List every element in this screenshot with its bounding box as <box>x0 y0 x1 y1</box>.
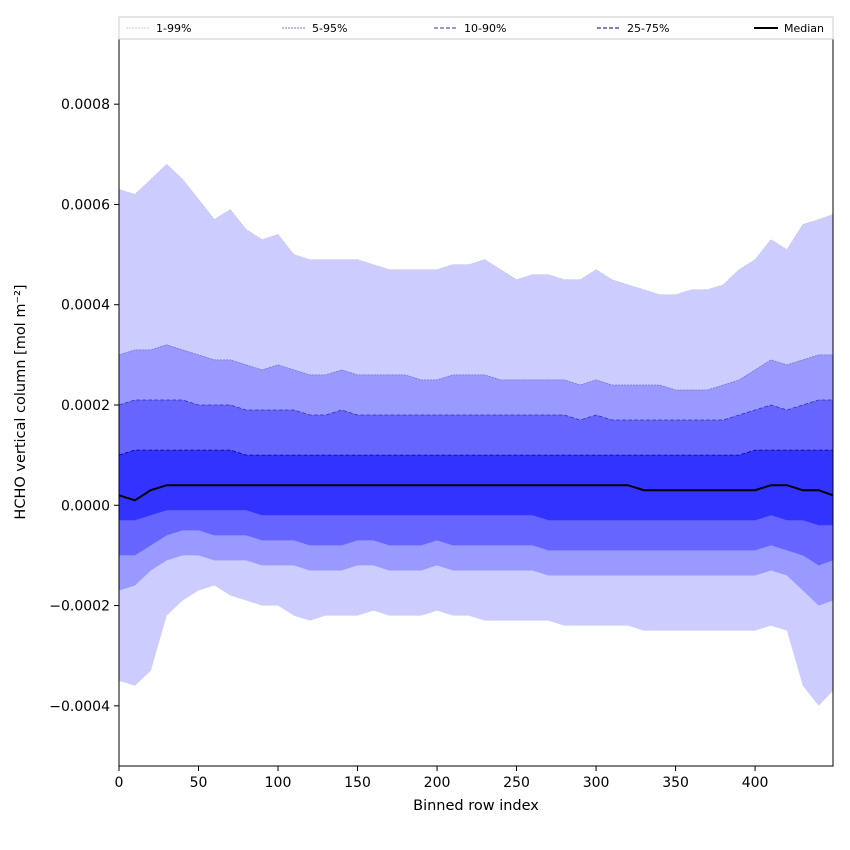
x-tick-label: 350 <box>662 775 689 791</box>
median-series <box>119 484 833 502</box>
x-tick-label: 0 <box>115 775 124 791</box>
legend-label: 25-75% <box>627 22 669 35</box>
x-tick-label: 100 <box>265 775 292 791</box>
percentile-bands <box>119 163 833 706</box>
band-upper-line-5-95pct <box>119 344 833 391</box>
x-tick-label: 250 <box>503 775 530 791</box>
legend: 1-99% 5-95% 10-90% 25-75% Median <box>118 16 834 40</box>
legend-label: 1-99% <box>156 22 191 35</box>
x-tick-label: 400 <box>742 775 769 791</box>
x-axis-label: Binned row index <box>413 798 539 814</box>
y-tick-label: 0.0002 <box>61 398 110 414</box>
y-tick-label: −0.0002 <box>49 599 110 615</box>
x-tick-label: 50 <box>190 775 208 791</box>
band-25-75pct <box>119 450 833 526</box>
x-axis-ticks: 0 50 100 150 200 250 300 350 400 <box>115 766 769 791</box>
band-upper-line-10-90pct <box>119 399 833 421</box>
legend-frame <box>118 16 834 40</box>
band-upper-line-1-99pct <box>119 163 833 296</box>
x-tick-label: 150 <box>344 775 371 791</box>
legend-label: 10-90% <box>464 22 506 35</box>
x-tick-label: 300 <box>583 775 610 791</box>
y-tick-label: 0.0006 <box>61 197 110 213</box>
x-tick-label: 200 <box>424 775 451 791</box>
y-tick-label: 0.0004 <box>61 298 110 314</box>
y-tick-label: 0.0000 <box>61 498 110 514</box>
y-tick-label: −0.0004 <box>49 699 110 715</box>
y-tick-label: 0.0008 <box>61 97 110 113</box>
y-axis-label: HCHO vertical column [mol m⁻²] <box>13 284 29 519</box>
legend-label: 5-95% <box>312 22 347 35</box>
y-axis-ticks: −0.0004 −0.0002 0.0000 0.0002 0.0004 0.0006 0.… <box>49 97 119 715</box>
legend-label: Median <box>784 22 824 35</box>
band-upper-line-25-75pct <box>119 449 833 456</box>
series-line-median <box>119 484 833 502</box>
